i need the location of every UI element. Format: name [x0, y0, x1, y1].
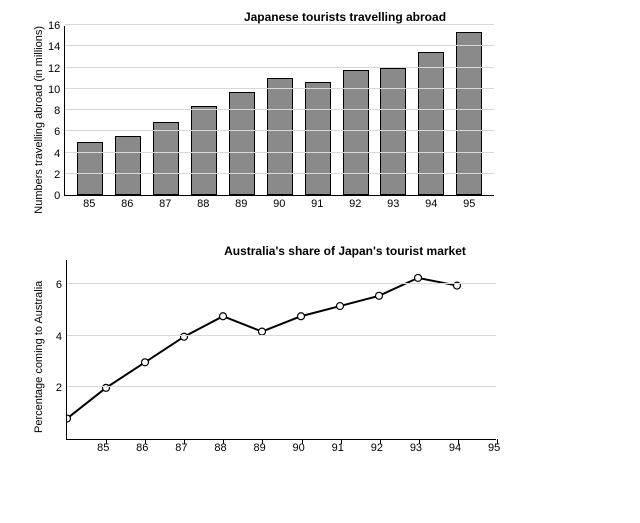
chart2-marker: [298, 312, 305, 319]
chart1-xtick-label: 94: [418, 198, 444, 210]
chart2-marker: [376, 292, 383, 299]
chart1-xtick-label: 89: [228, 198, 254, 210]
chart2-xtick-label: 92: [371, 442, 383, 454]
chart2-ylabel: Percentage coming to Australia: [30, 260, 48, 454]
chart1-xtick-label: 87: [152, 198, 178, 210]
chart2-ytick-label: 6: [56, 279, 62, 291]
chart1-xtick-label: 93: [380, 198, 406, 210]
chart2-xtick-label: 88: [214, 442, 226, 454]
chart1-gridline: [65, 88, 494, 89]
chart2-gridline: [67, 335, 496, 336]
chart2-ytick-label: 4: [56, 331, 62, 343]
chart2-line: [67, 278, 457, 419]
chart1-xtick-label: 95: [456, 198, 482, 210]
chart2-xtick-label: 91: [332, 442, 344, 454]
chart1-xtick-label: 86: [114, 198, 140, 210]
chart1-gridline: [65, 173, 494, 174]
chart1-gridline: [65, 130, 494, 131]
chart2-xtick-label: 86: [136, 442, 148, 454]
chart2-marker: [220, 312, 227, 319]
chart2-gridline: [67, 283, 496, 284]
chart1-gridline: [65, 24, 494, 25]
chart2-xtick-label: 85: [97, 442, 109, 454]
chart1-gridline: [65, 109, 494, 110]
chart1-bar: [267, 78, 293, 195]
chart2-xtick-label: 95: [488, 442, 500, 454]
chart1-yaxis: 1614121086420: [48, 26, 64, 196]
chart1-bar: [456, 32, 482, 195]
chart1-plot: [64, 26, 494, 196]
chart1-bar: [229, 92, 255, 195]
chart1-bar: [153, 122, 179, 195]
chart1-bar: [115, 136, 141, 196]
chart2-xtick-label: 89: [253, 442, 265, 454]
chart1-xtick-label: 90: [266, 198, 292, 210]
chart1-gridline: [65, 45, 494, 46]
chart2-xtick-label: 93: [410, 442, 422, 454]
chart1-bar: [380, 68, 406, 196]
chart2-marker: [67, 415, 70, 422]
chart1-bar: [191, 106, 217, 195]
bar-chart-block: Japanese tourists travelling abroad Numb…: [30, 10, 610, 214]
chart1-xtick-label: 91: [304, 198, 330, 210]
chart1-bar: [77, 142, 103, 195]
chart2-marker: [259, 328, 266, 335]
chart1-xtick-label: 85: [76, 198, 102, 210]
chart1-ylabel: Numbers travelling abroad (in millions): [30, 26, 48, 214]
chart1-gridline: [65, 152, 494, 153]
chart2-yaxis: 2 4 6: [48, 260, 66, 440]
chart2-xtick-label: 94: [449, 442, 461, 454]
line-chart-block: Australia's share of Japan's tourist mar…: [30, 244, 610, 454]
chart2-xaxis: 8586878889909192939495: [66, 440, 496, 454]
chart1-area: Numbers travelling abroad (in millions) …: [30, 26, 610, 214]
chart2-marker: [337, 302, 344, 309]
chart2-xtick-label: 87: [175, 442, 187, 454]
chart1-xtick-label: 92: [342, 198, 368, 210]
chart2-marker: [142, 358, 149, 365]
chart2-marker: [415, 274, 422, 281]
chart2-marker: [103, 384, 110, 391]
chart2-xtick-label: 90: [293, 442, 305, 454]
chart2-gridline: [67, 386, 496, 387]
chart1-bar: [305, 82, 331, 195]
chart2-title: Australia's share of Japan's tourist mar…: [30, 244, 610, 258]
chart2-line-svg: [67, 260, 496, 439]
chart2-plot: [66, 260, 496, 440]
chart1-gridline: [65, 67, 494, 68]
chart2-area: Percentage coming to Australia 2 4 6 85 86 8…: [30, 260, 610, 454]
chart1-bars: [65, 26, 494, 195]
chart2-ytick-label: 2: [56, 382, 62, 394]
chart1-title: Japanese tourists travelling abroad: [30, 10, 610, 24]
chart1-xtick-label: 88: [190, 198, 216, 210]
chart1-xaxis: 85 86 87 88 89 90 91 92 93 94 95: [64, 196, 494, 210]
